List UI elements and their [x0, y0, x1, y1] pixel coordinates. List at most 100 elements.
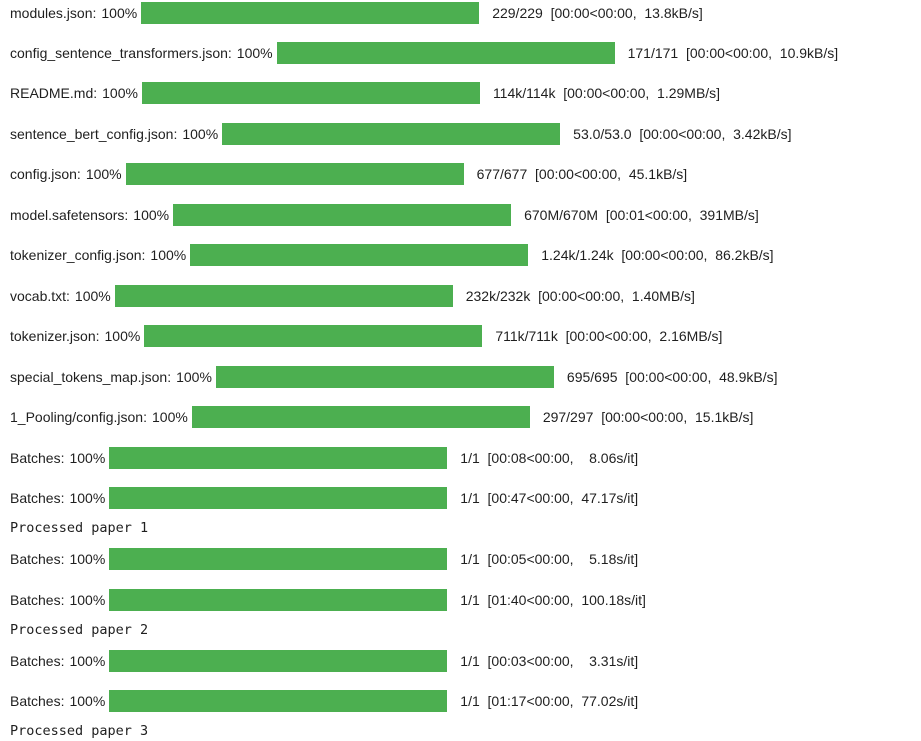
progress-row-pooling-config-json: 1_Pooling/config.json: 100% 297/297 [00:… — [10, 405, 753, 429]
progress-bar-fill — [276, 42, 615, 64]
progress-row-special-tokens-map-json: special_tokens_map.json: 100% 695/695 [0… — [10, 365, 777, 389]
progress-label: Batches: — [10, 592, 65, 608]
progress-stats: 1/1 [00:05<00:00, 5.18s/it] — [460, 551, 639, 567]
progress-stats: 1.24k/1.24k [00:00<00:00, 86.2kB/s] — [541, 247, 774, 263]
progress-bar-fill — [190, 244, 529, 266]
progress-percent: 100% — [102, 85, 138, 101]
progress-bar-fill — [109, 589, 448, 611]
progress-label: Batches: — [10, 551, 65, 567]
progress-percent: 100% — [150, 247, 187, 263]
batches-progress-row: Batches: 100% 1/1 [00:03<00:00, 3.31s/it… — [10, 649, 638, 673]
progress-percent: 100% — [85, 166, 122, 182]
progress-bar-fill — [215, 366, 554, 388]
progress-percent: 100% — [182, 126, 219, 142]
progress-row-tokenizer-json: tokenizer.json: 100% 711k/711k [00:00<00… — [10, 324, 722, 348]
progress-bar-fill — [191, 406, 530, 428]
progress-bar — [109, 690, 448, 712]
progress-label: README.md: — [10, 85, 98, 101]
progress-label: Batches: — [10, 693, 65, 709]
progress-percent: 100% — [69, 653, 106, 669]
progress-stats: 670M/670M [00:01<00:00, 391MB/s] — [524, 207, 759, 223]
progress-label: special_tokens_map.json: — [10, 369, 172, 385]
progress-label: Batches: — [10, 653, 65, 669]
progress-stats: 1/1 [01:17<00:00, 77.02s/it] — [460, 693, 639, 709]
progress-row-sentence-bert-config-json: sentence_bert_config.json: 100% 53.0/53.… — [10, 122, 792, 146]
batches-progress-row: Batches: 100% 1/1 [01:17<00:00, 77.02s/i… — [10, 689, 638, 713]
progress-label: config_sentence_transformers.json: — [10, 45, 232, 61]
progress-bar — [191, 406, 530, 428]
progress-percent: 100% — [104, 328, 141, 344]
progress-stats: 1/1 [00:03<00:00, 3.31s/it] — [460, 653, 639, 669]
progress-stats: 297/297 [00:00<00:00, 15.1kB/s] — [542, 409, 754, 425]
progress-bar — [173, 204, 512, 226]
progress-label: tokenizer.json: — [10, 328, 100, 344]
progress-bar — [141, 82, 480, 104]
progress-row-modules-json: modules.json: 100% 229/229 [00:00<00:00,… — [10, 1, 703, 25]
progress-label: tokenizer_config.json: — [10, 247, 146, 263]
progress-bar — [190, 244, 529, 266]
progress-bar — [109, 589, 448, 611]
progress-stats: 53.0/53.0 [00:00<00:00, 3.42kB/s] — [573, 126, 792, 142]
progress-percent: 100% — [69, 693, 106, 709]
progress-row-tokenizer-config-json: tokenizer_config.json: 100% 1.24k/1.24k … — [10, 243, 774, 267]
progress-bar-fill — [109, 650, 448, 672]
batches-progress-row: Batches: 100% 1/1 [00:47<00:00, 47.17s/i… — [10, 486, 638, 510]
progress-percent: 100% — [152, 409, 188, 425]
progress-stats: 1/1 [00:08<00:00, 8.06s/it] — [460, 450, 639, 466]
progress-stats: 229/229 [00:00<00:00, 13.8kB/s] — [492, 5, 703, 21]
progress-bar-fill — [125, 163, 464, 185]
progress-bar-fill — [114, 285, 453, 307]
progress-stats: 1/1 [00:47<00:00, 47.17s/it] — [460, 490, 639, 506]
progress-percent: 100% — [236, 45, 273, 61]
progress-label: config.json: — [10, 166, 81, 182]
progress-stats: 711k/711k [00:00<00:00, 2.16MB/s] — [495, 328, 723, 344]
progress-bar — [109, 447, 448, 469]
progress-percent: 100% — [69, 551, 106, 567]
progress-label: vocab.txt: — [10, 288, 70, 304]
progress-bar — [114, 285, 453, 307]
progress-bar-fill — [173, 204, 512, 226]
progress-percent: 100% — [101, 5, 138, 21]
progress-bar — [125, 163, 464, 185]
progress-stats: 232k/232k [00:00<00:00, 1.40MB/s] — [465, 288, 695, 304]
progress-row-config-sentence-transformers-json: config_sentence_transformers.json: 100% … — [10, 41, 838, 65]
batches-progress-row: Batches: 100% 1/1 [01:40<00:00, 100.18s/… — [10, 588, 646, 612]
progress-bar — [276, 42, 615, 64]
progress-stats: 677/677 [00:00<00:00, 45.1kB/s] — [476, 166, 688, 182]
progress-bar — [141, 2, 480, 24]
progress-bar — [109, 548, 448, 570]
progress-bar — [215, 366, 554, 388]
stdout-line: Processed paper 1 — [10, 520, 149, 536]
progress-row-readme-md: README.md: 100% 114k/114k [00:00<00:00, … — [10, 81, 720, 105]
progress-label: Batches: — [10, 490, 65, 506]
progress-label: modules.json: — [10, 5, 97, 21]
progress-bar-fill — [141, 2, 480, 24]
batches-progress-row: Batches: 100% 1/1 [00:08<00:00, 8.06s/it… — [10, 446, 638, 470]
stdout-line: Processed paper 3 — [10, 723, 149, 739]
progress-label: model.safetensors: — [10, 207, 129, 223]
progress-stats: 171/171 [00:00<00:00, 10.9kB/s] — [627, 45, 839, 61]
progress-bar-fill — [109, 690, 448, 712]
progress-bar — [109, 487, 448, 509]
stdout-line: Processed paper 2 — [10, 622, 149, 638]
batches-progress-row: Batches: 100% 1/1 [00:05<00:00, 5.18s/it… — [10, 547, 638, 571]
progress-row-model-safetensors: model.safetensors: 100% 670M/670M [00:01… — [10, 203, 759, 227]
progress-label: Batches: — [10, 450, 65, 466]
progress-bar-fill — [144, 325, 483, 347]
progress-bar — [144, 325, 483, 347]
progress-bar-fill — [109, 548, 448, 570]
progress-percent: 100% — [133, 207, 170, 223]
progress-bar-fill — [222, 123, 561, 145]
progress-row-config-json: config.json: 100% 677/677 [00:00<00:00, … — [10, 162, 687, 186]
progress-stats: 695/695 [00:00<00:00, 48.9kB/s] — [566, 369, 778, 385]
progress-percent: 100% — [69, 490, 106, 506]
progress-bar-fill — [109, 487, 448, 509]
progress-bar-fill — [141, 82, 480, 104]
progress-percent: 100% — [74, 288, 111, 304]
progress-bar — [109, 650, 448, 672]
progress-label: 1_Pooling/config.json: — [10, 409, 147, 425]
progress-percent: 100% — [176, 369, 212, 385]
progress-bar-fill — [109, 447, 448, 469]
progress-row-vocab-txt: vocab.txt: 100% 232k/232k [00:00<00:00, … — [10, 284, 695, 308]
